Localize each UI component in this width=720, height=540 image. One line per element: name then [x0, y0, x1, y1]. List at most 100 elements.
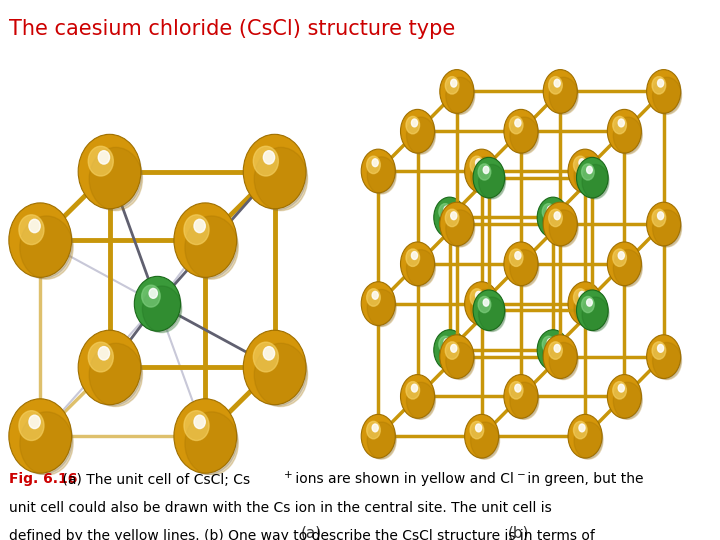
Circle shape	[475, 292, 482, 299]
Circle shape	[652, 77, 682, 114]
Circle shape	[475, 159, 482, 167]
Circle shape	[537, 197, 569, 238]
Circle shape	[647, 335, 680, 379]
Circle shape	[184, 215, 209, 245]
Circle shape	[478, 296, 491, 313]
Circle shape	[471, 289, 500, 327]
Circle shape	[657, 345, 664, 352]
Circle shape	[29, 219, 40, 233]
Circle shape	[549, 342, 562, 359]
Circle shape	[568, 282, 602, 326]
Circle shape	[478, 164, 491, 180]
Circle shape	[608, 110, 642, 153]
Text: (a): (a)	[301, 526, 323, 540]
Circle shape	[467, 417, 499, 458]
Circle shape	[254, 343, 307, 407]
Circle shape	[504, 375, 538, 418]
Circle shape	[372, 292, 378, 299]
Circle shape	[542, 204, 555, 220]
Circle shape	[446, 210, 474, 247]
Circle shape	[361, 282, 395, 326]
Circle shape	[143, 286, 181, 333]
Circle shape	[185, 216, 238, 279]
Circle shape	[587, 166, 593, 173]
Circle shape	[264, 151, 274, 164]
Circle shape	[574, 422, 603, 459]
Circle shape	[451, 345, 456, 352]
Circle shape	[367, 422, 396, 459]
Circle shape	[400, 242, 435, 286]
Circle shape	[407, 382, 436, 420]
Circle shape	[479, 165, 505, 199]
Circle shape	[13, 403, 73, 474]
Text: +: +	[284, 470, 293, 480]
Text: unit cell could also be drawn with the Cs ion in the central site. The unit cell: unit cell could also be drawn with the C…	[9, 501, 552, 515]
Circle shape	[411, 384, 418, 392]
Circle shape	[406, 249, 420, 266]
Circle shape	[439, 337, 467, 372]
Circle shape	[510, 382, 539, 420]
Circle shape	[510, 117, 539, 154]
Circle shape	[577, 290, 608, 330]
Circle shape	[610, 112, 642, 154]
Circle shape	[547, 339, 553, 346]
Circle shape	[194, 415, 205, 429]
Circle shape	[464, 282, 499, 326]
Circle shape	[78, 134, 141, 209]
Circle shape	[445, 342, 459, 359]
Circle shape	[483, 166, 489, 173]
Circle shape	[406, 116, 420, 134]
Circle shape	[504, 242, 538, 286]
Circle shape	[554, 345, 560, 352]
Circle shape	[543, 70, 577, 113]
Circle shape	[361, 414, 395, 458]
Circle shape	[473, 157, 505, 198]
Circle shape	[613, 382, 626, 399]
Text: (a) The unit cell of CsCl; Cs: (a) The unit cell of CsCl; Cs	[58, 472, 250, 487]
Circle shape	[174, 203, 237, 278]
Circle shape	[509, 116, 523, 134]
Circle shape	[549, 77, 562, 94]
Circle shape	[579, 293, 608, 331]
Circle shape	[98, 151, 109, 164]
Circle shape	[546, 338, 577, 379]
Circle shape	[407, 117, 436, 154]
Circle shape	[439, 336, 451, 353]
Circle shape	[444, 339, 449, 346]
Circle shape	[582, 165, 609, 199]
Circle shape	[579, 159, 585, 167]
Circle shape	[574, 289, 587, 306]
Circle shape	[470, 421, 484, 439]
Circle shape	[411, 119, 418, 127]
Circle shape	[475, 293, 505, 331]
Circle shape	[543, 204, 570, 239]
Circle shape	[436, 332, 466, 371]
Circle shape	[178, 403, 238, 474]
Circle shape	[89, 343, 143, 407]
Circle shape	[504, 110, 538, 153]
Circle shape	[649, 205, 681, 247]
Text: Fig. 6.16: Fig. 6.16	[9, 472, 77, 487]
Circle shape	[184, 411, 209, 441]
Circle shape	[582, 164, 594, 180]
Circle shape	[185, 412, 238, 475]
Circle shape	[613, 249, 626, 266]
Circle shape	[9, 203, 71, 278]
Text: (b): (b)	[508, 526, 529, 540]
Circle shape	[471, 422, 500, 459]
Circle shape	[174, 399, 237, 473]
Circle shape	[78, 330, 141, 404]
Circle shape	[89, 147, 143, 211]
Circle shape	[568, 414, 602, 458]
Circle shape	[473, 290, 505, 330]
Circle shape	[652, 342, 682, 380]
Circle shape	[446, 342, 474, 380]
Circle shape	[657, 212, 664, 220]
Circle shape	[29, 415, 40, 429]
Circle shape	[467, 152, 499, 193]
Circle shape	[570, 152, 603, 193]
Circle shape	[546, 205, 577, 247]
Circle shape	[539, 332, 570, 371]
Circle shape	[570, 417, 603, 458]
Circle shape	[470, 156, 484, 174]
